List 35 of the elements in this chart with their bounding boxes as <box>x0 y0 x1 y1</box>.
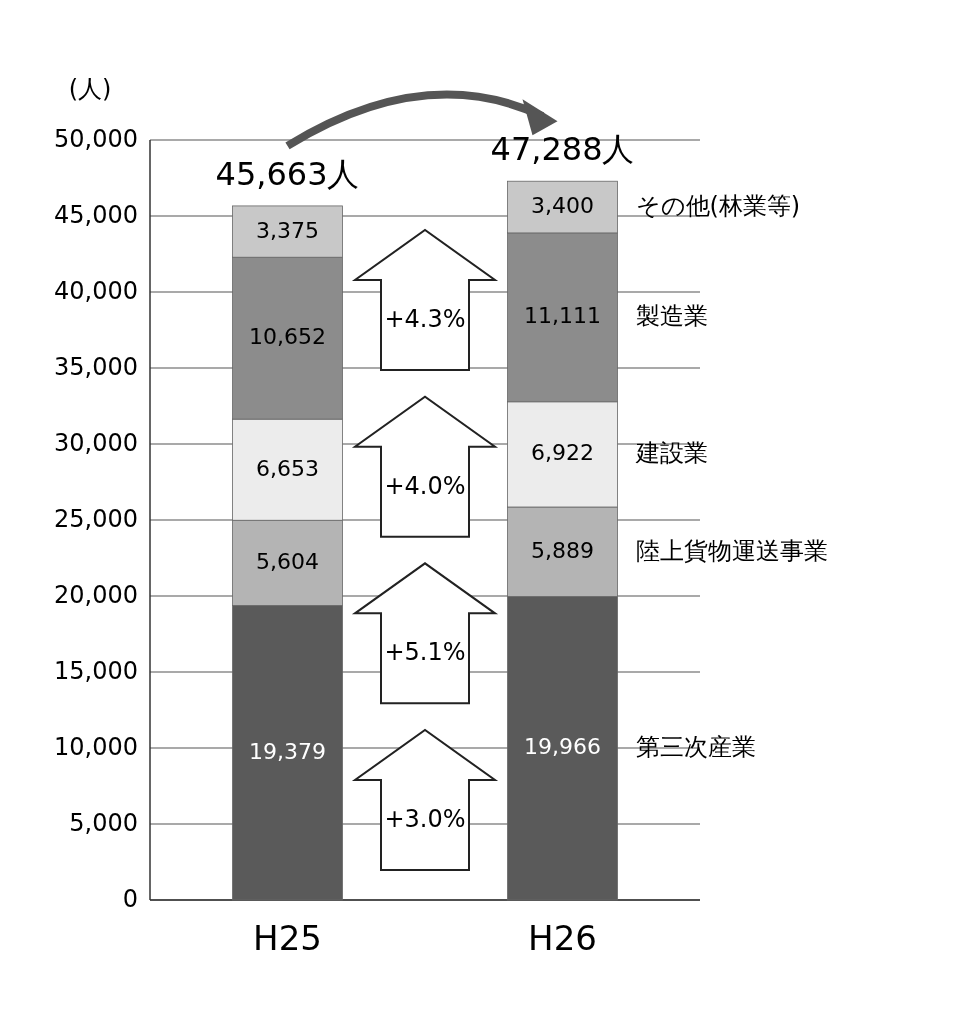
x-tick-label: H26 <box>528 917 597 958</box>
x-tick-label: H25 <box>253 917 322 958</box>
data-label: 5,889 <box>531 537 594 563</box>
annotation: +4.0% <box>384 471 466 500</box>
series-label: 陸上貨物運送事業 <box>635 536 828 565</box>
data-label: 19,379 <box>249 738 326 764</box>
series-label: 建設業 <box>634 439 708 468</box>
data-label: 10,652 <box>249 324 326 350</box>
annotation: +5.1% <box>384 638 466 667</box>
total-label: 45,663人 <box>215 154 360 193</box>
series-label: その他(林業等) <box>635 192 801 221</box>
data-label: 11,111 <box>524 303 601 329</box>
y-tick-label: 25,000 <box>54 505 138 533</box>
data-label: 5,604 <box>256 548 319 574</box>
data-label: 3,375 <box>256 217 319 243</box>
y-tick-label: 10,000 <box>54 733 138 761</box>
y-tick-label: 45,000 <box>54 201 138 229</box>
data-label: 3,400 <box>531 193 594 219</box>
y-tick-label: 20,000 <box>54 581 138 609</box>
y-tick-label: 30,000 <box>54 429 138 457</box>
series-label: 製造業 <box>635 302 708 331</box>
y-tick-label: 50,000 <box>54 125 138 153</box>
y-tick-label: 15,000 <box>54 657 138 685</box>
total-label: 47,288人 <box>490 130 635 169</box>
y-axis-title: (人) <box>68 75 112 103</box>
y-tick-label: 5,000 <box>69 809 138 837</box>
y-tick-label: 35,000 <box>54 353 138 381</box>
data-label: 19,966 <box>524 734 601 760</box>
data-label: 6,653 <box>256 455 319 481</box>
y-tick-label: 40,000 <box>54 277 138 305</box>
annotation: +3.0% <box>384 805 466 833</box>
data-label: 6,922 <box>531 440 594 466</box>
annotation: +4.3% <box>384 305 466 333</box>
series-label: 第三次産業 <box>635 733 756 762</box>
y-tick-label: 0 <box>122 885 138 913</box>
